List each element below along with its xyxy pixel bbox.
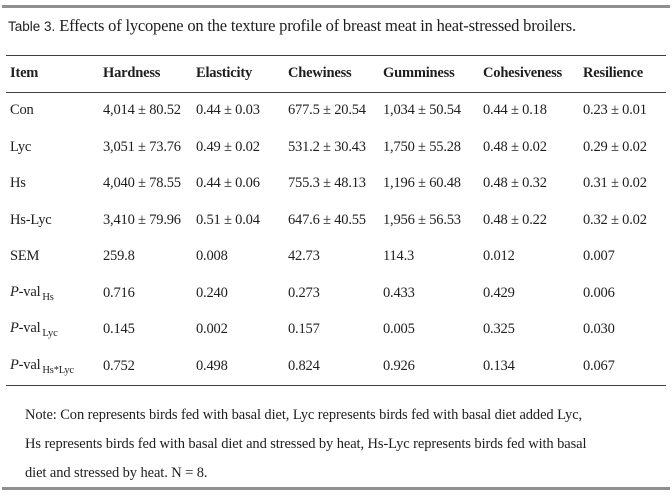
cell-hardness: 4,014 ± 80.52 [103,102,181,119]
cell-chewiness: 0.157 [288,321,320,338]
cell-elasticity: 0.008 [196,248,228,265]
row-label: Con [10,102,34,119]
table-header-row: Item Hardness Elasticity Chewiness Gummi… [3,56,669,92]
table-row-con: Con 4,014 ± 80.52 0.44 ± 0.03 677.5 ± 20… [3,93,669,130]
cell-gumminess: 0.433 [383,284,415,301]
cell-chewiness: 531.2 ± 30.43 [288,138,366,155]
cell-chewiness: 677.5 ± 20.54 [288,102,366,119]
cell-resilience: 0.29 ± 0.02 [583,138,647,155]
top-rule [2,5,670,8]
cell-resilience: 0.31 ± 0.02 [583,175,647,192]
column-header-cohesiveness: Cohesiveness [483,65,562,81]
cell-chewiness: 0.824 [288,357,320,374]
column-header-item: Item [10,65,39,81]
table-note: Note: Con represents birds fed with basa… [25,401,662,488]
data-table: Item Hardness Elasticity Chewiness Gummi… [3,54,669,386]
cell-resilience: 0.030 [583,321,615,338]
cell-elasticity: 0.51 ± 0.04 [196,211,260,228]
cell-cohesiveness: 0.012 [483,248,515,265]
cell-gumminess: 1,034 ± 50.54 [383,102,461,119]
cell-cohesiveness: 0.48 ± 0.02 [483,138,547,155]
note-line: Hs represents birds fed with basal diet … [25,435,587,452]
cell-hardness: 0.145 [103,321,135,338]
cell-elasticity: 0.002 [196,321,228,338]
table-row-hs: Hs 4,040 ± 78.55 0.44 ± 0.06 755.3 ± 48.… [3,166,669,203]
cell-hardness: 259.8 [103,248,135,265]
cell-chewiness: 42.73 [288,248,320,265]
cell-chewiness: 755.3 ± 48.13 [288,175,366,192]
table-row-hs-lyc: Hs-Lyc 3,410 ± 79.96 0.51 ± 0.04 647.6 ±… [3,202,669,239]
row-label: Hs [10,175,26,192]
cell-gumminess: 114.3 [383,248,415,265]
cell-gumminess: 0.926 [383,357,415,374]
cell-elasticity: 0.498 [196,357,228,374]
row-label: Hs-Lyc [10,211,52,228]
cell-cohesiveness: 0.429 [483,284,515,301]
cell-gumminess: 1,956 ± 56.53 [383,211,461,228]
cell-resilience: 0.23 ± 0.01 [583,102,647,119]
row-label: SEM [10,248,40,265]
row-label: P-val Hs [10,283,54,303]
column-header-gumminess: Gumminess [383,65,455,81]
cell-gumminess: 1,196 ± 60.48 [383,175,461,192]
cell-cohesiveness: 0.44 ± 0.18 [483,102,547,119]
header-top-rule [6,54,666,56]
cell-cohesiveness: 0.325 [483,321,515,338]
bottom-rule [2,487,670,490]
cell-cohesiveness: 0.134 [483,357,515,374]
cell-gumminess: 0.005 [383,321,415,338]
table-row-lyc: Lyc 3,051 ± 73.76 0.49 ± 0.02 531.2 ± 30… [3,129,669,166]
cell-hardness: 0.752 [103,357,135,374]
column-header-chewiness: Chewiness [288,65,352,81]
cell-hardness: 3,051 ± 73.76 [103,138,181,155]
note-line: diet and stressed by heat. N = 8. [25,464,208,481]
table-bottom-rule [6,384,666,386]
header-bottom-rule [6,91,666,93]
cell-elasticity: 0.44 ± 0.06 [196,175,260,192]
cell-chewiness: 0.273 [288,284,320,301]
row-label: P-val Hs*Lyc [10,356,74,376]
table-number-label: Table 3. [8,18,56,34]
cell-resilience: 0.007 [583,248,615,265]
row-label: Lyc [10,138,32,155]
cell-gumminess: 1,750 ± 55.28 [383,138,461,155]
cell-cohesiveness: 0.48 ± 0.32 [483,175,547,192]
cell-cohesiveness: 0.48 ± 0.22 [483,211,547,228]
cell-resilience: 0.006 [583,284,615,301]
cell-chewiness: 647.6 ± 40.55 [288,211,366,228]
table-caption-text: Effects of lycopene on the texture profi… [55,15,576,35]
table-caption: Table 3. Effects of lycopene on the text… [8,16,664,37]
cell-hardness: 3,410 ± 79.96 [103,211,181,228]
cell-hardness: 4,040 ± 78.55 [103,175,181,192]
table-row-pval-hs-lyc: P-val Hs*Lyc 0.752 0.498 0.824 0.926 0.13… [3,348,669,385]
column-header-resilience: Resilience [583,65,644,81]
table-row-sem: SEM 259.8 0.008 42.73 114.3 0.012 0.007 [3,239,669,276]
column-header-hardness: Hardness [103,65,161,81]
row-label: P-val Lyc [10,320,58,340]
column-header-elasticity: Elasticity [196,65,252,81]
cell-resilience: 0.32 ± 0.02 [583,211,647,228]
note-line: Note: Con represents birds fed with basa… [25,406,583,423]
table-row-pval-hs: P-val Hs 0.716 0.240 0.273 0.433 0.429 0.… [3,275,669,312]
cell-resilience: 0.067 [583,357,615,374]
cell-elasticity: 0.240 [196,284,228,301]
table-row-pval-lyc: P-val Lyc 0.145 0.002 0.157 0.005 0.325 0… [3,312,669,349]
cell-elasticity: 0.44 ± 0.03 [196,102,260,119]
cell-hardness: 0.716 [103,284,135,301]
cell-elasticity: 0.49 ± 0.02 [196,138,260,155]
